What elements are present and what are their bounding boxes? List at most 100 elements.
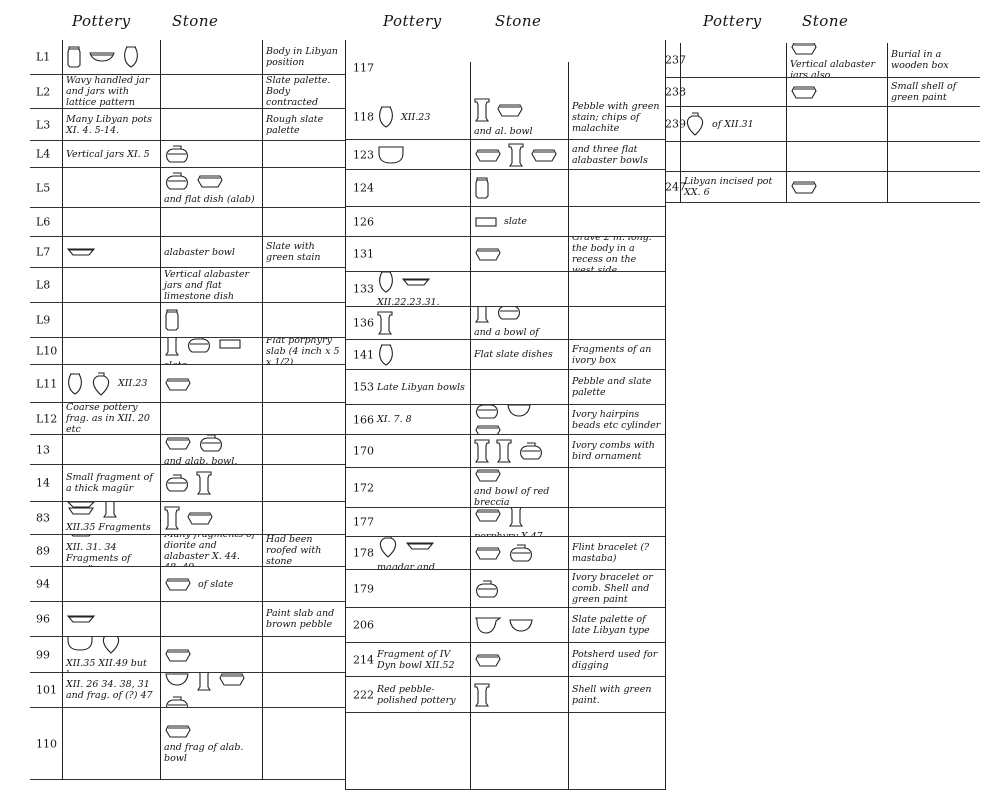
grave-number: 214 — [353, 653, 374, 666]
stone-text: and flat dish (alab) — [164, 193, 255, 205]
table-row: L10 slate Flat porphyry slab (4 inch x 5 x… — [30, 338, 345, 365]
stone-text: and a bowl of diorite — [474, 326, 539, 340]
pottery-cell — [373, 170, 470, 206]
table-row: 94 of slate — [30, 567, 345, 602]
pottery-cell — [373, 40, 470, 95]
table-row: 136 and a bowl of diorite — [345, 307, 665, 340]
grave-number: 177 — [353, 515, 374, 529]
cylinder-jar-icon — [196, 470, 212, 496]
stone-text: of slate — [198, 578, 234, 590]
header-stone-3: Stone — [802, 12, 849, 30]
remarks-text: Rough slate palette — [266, 113, 324, 136]
table-row: 96 Paint slab and brown pebble — [30, 602, 345, 637]
remarks-text: Grave 2 m. long: the body in a recess on… — [572, 237, 653, 271]
remarks-cell — [262, 637, 345, 672]
table-row: 177 porphyry X.47 — [345, 508, 665, 537]
table-row: L5 and flat dish (alab) — [30, 168, 345, 208]
squat-jar-icon — [164, 171, 190, 191]
stone-cell: Flat slate dishes — [470, 340, 568, 369]
remarks-cell — [887, 107, 980, 141]
remarks-cell — [262, 365, 345, 402]
squat-jar-icon — [508, 543, 534, 563]
pottery-cell — [680, 43, 786, 77]
stone-cell — [160, 602, 262, 636]
pottery-cell — [373, 307, 470, 339]
pottery-cell: Coarse pottery frag. as in XII. 20 etc — [62, 403, 160, 434]
pottery-cell — [62, 237, 160, 267]
remarks-cell — [887, 172, 980, 202]
stone-cell — [160, 303, 262, 337]
stone-cell — [470, 570, 568, 607]
pottery-cell — [373, 570, 470, 607]
remarks-cell: Pebble and slate palette — [568, 370, 665, 404]
remarks-cell: Slate palette of late Libyan type — [568, 608, 665, 642]
remarks-text: Fragments of an ivory box — [572, 343, 652, 366]
table-row: L8 Vertical alabaster jars and flat limes… — [30, 268, 345, 303]
remarks-cell: Paint slab and brown pebble — [262, 602, 345, 636]
grave-number: 94 — [36, 577, 50, 591]
bowl-icon — [506, 405, 532, 418]
ovoid-jar-icon — [377, 272, 395, 294]
stone-cell — [470, 237, 568, 271]
pottery-cell: XII. 26 34. 38, 31 and frag. of (?) 47 — [62, 673, 160, 707]
remarks-text: Had been roofed with stone — [266, 535, 322, 566]
pottery-cell: Many Libyan pots XI. 4. 5-14. — [62, 109, 160, 140]
remarks-cell — [568, 272, 665, 306]
grave-number: 110 — [36, 737, 57, 750]
grave-number: 166 — [353, 413, 374, 426]
remarks-cell: Burial in a wooden box — [887, 43, 980, 77]
stone-text: alabaster bowl — [164, 246, 235, 258]
stone-cell: and flat dish (alab) — [160, 168, 262, 207]
pottery-text: Many Libyan pots XI. 4. 5-14. — [66, 113, 152, 136]
header-pottery-3: Pottery — [703, 12, 762, 30]
shallow-dish-icon — [66, 613, 96, 625]
remarks-cell: Ivory hairpins beads etc cylinder — [568, 405, 665, 434]
remarks-cell — [568, 713, 665, 789]
pottery-text: XII. 26 34. 38, 31 and frag. of (?) 47 — [66, 679, 153, 701]
stone-cell: and a bowl of diorite — [470, 307, 568, 339]
table-row: 13 and alab. bowl. — [30, 435, 345, 465]
pottery-cell — [62, 268, 160, 302]
grave-number: L6 — [36, 215, 51, 229]
stone-cell: and al. bowl — [470, 95, 568, 139]
pottery-cell — [62, 168, 160, 207]
remarks-cell — [262, 435, 345, 464]
grave-number: 172 — [353, 481, 374, 494]
table-row: 178 magdar and Flint bracelet (? mastaba) — [345, 537, 665, 570]
remarks-cell — [262, 208, 345, 236]
remarks-cell: Fragments of an ivory box — [568, 340, 665, 369]
pottery-cell: XII. 31. 34 Fragments of magür — [62, 535, 160, 566]
cylinder-jar-icon — [474, 97, 490, 123]
remarks-text: Pebble with green stain; chips of malach… — [572, 100, 660, 134]
pottery-text: Libyan incised pot XX. 6 — [684, 176, 773, 198]
remarks-cell: Grave 2 m. long: the body in a recess on… — [568, 237, 665, 271]
table-row: 131 Grave 2 m. long: the body in a recess… — [345, 237, 665, 272]
column-divider — [786, 43, 787, 203]
column-divider — [470, 62, 471, 790]
ovoid-jar-icon — [122, 45, 140, 69]
table-row: 124 — [345, 170, 665, 207]
table-row: L1 Body in Libyan position — [30, 40, 345, 75]
table-row: L3 Many Libyan pots XI. 4. 5-14. Rough sla… — [30, 109, 345, 141]
grave-number: L3 — [36, 118, 51, 131]
pottery-cell — [62, 303, 160, 337]
remarks-cell: Shell with green paint. — [568, 677, 665, 712]
pottery-cell: Fragment of IV Dyn bowl XII.52 — [373, 643, 470, 676]
grave-number: 101 — [36, 683, 57, 697]
table-row: L7 alabaster bowl Slate with green stain — [30, 237, 345, 268]
table-row: 110 and frag of alab. bowl — [30, 708, 345, 780]
pottery-cell — [680, 142, 786, 171]
stone-cell: porphyry X.47 — [470, 508, 568, 536]
table-row: 153 Late Libyan bowls Pebble and slate pal… — [345, 370, 665, 405]
table-row: 101 XII. 26 34. 38, 31 and frag. of (?) 4… — [30, 673, 345, 708]
remarks-cell — [262, 403, 345, 434]
pottery-cell: XII.35 Fragments of magür — [62, 502, 160, 534]
stone-cell — [160, 109, 262, 140]
table-row: 170 Ivory combs with bird ornament — [345, 435, 665, 468]
pottery-cell: magdar and — [373, 537, 470, 569]
stone-cell: alabaster bowl — [160, 237, 262, 267]
pottery-cell: XII.23 — [373, 95, 470, 139]
table-row: 172 and bowl of red breccia — [345, 468, 665, 508]
pottery-cell: of XII.31 — [680, 107, 786, 141]
column-divider — [62, 40, 63, 780]
